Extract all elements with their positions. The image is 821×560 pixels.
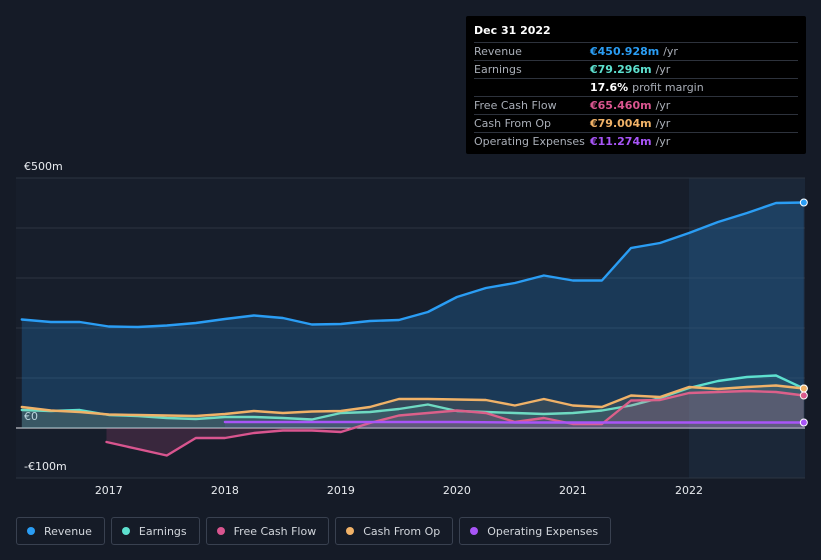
legend-item-cash-from-op[interactable]: Cash From Op <box>335 517 454 545</box>
legend-dot-icon <box>346 527 355 535</box>
line-cash-from-op <box>20 384 805 418</box>
area-revenue <box>21 202 804 428</box>
legend-label: Cash From Op <box>363 524 441 538</box>
tooltip-row-revenue: Revenue €450.928m /yr <box>474 44 798 61</box>
chart-tooltip: Dec 31 2022 Revenue €450.928m /yr Earnin… <box>466 16 806 154</box>
legend-dot-icon <box>27 527 35 535</box>
tooltip-unit: profit margin <box>632 81 704 94</box>
tooltip-value: €65.460m <box>590 99 652 112</box>
tooltip-row-operating-expenses: Operating Expenses €11.274m /yr <box>474 134 798 150</box>
legend-dot-icon <box>216 527 225 535</box>
line-free-cash-flow <box>105 389 805 457</box>
tooltip-date: Dec 31 2022 <box>474 24 798 43</box>
line-revenue <box>20 201 805 329</box>
tooltip-label: Earnings <box>474 63 522 76</box>
x-tick-label: 2019 <box>327 484 355 497</box>
legend-label: Free Cash Flow <box>233 524 317 538</box>
x-tick-label: 2018 <box>211 484 239 497</box>
endpoint-cash-from-op <box>799 384 808 393</box>
tooltip-value: 17.6% <box>590 81 629 94</box>
tooltip-row-profit-margin: 17.6% profit margin <box>474 80 798 97</box>
y-tick-label: €500m <box>24 160 63 173</box>
legend-item-free-cash-flow[interactable]: Free Cash Flow <box>205 517 330 545</box>
legend-item-operating-expenses[interactable]: Operating Expenses <box>459 517 612 545</box>
tooltip-value: €450.928m <box>590 45 660 58</box>
tooltip-unit: /yr <box>655 135 671 148</box>
legend-label: Operating Expenses <box>487 524 599 538</box>
tooltip-label: Cash From Op <box>474 117 552 130</box>
area-earnings <box>21 375 804 428</box>
tooltip-row-cash-from-op: Cash From Op €79.004m /yr <box>474 116 798 133</box>
x-tick-label: 2017 <box>95 484 123 497</box>
x-tick-label: 2020 <box>443 484 471 497</box>
tooltip-value: €79.296m <box>590 63 652 76</box>
line-operating-expenses <box>223 420 805 424</box>
tooltip-value: €79.004m <box>590 117 652 130</box>
tooltip-label: Free Cash Flow <box>474 99 557 112</box>
tooltip-unit: /yr <box>655 99 671 112</box>
tooltip-label <box>474 80 590 96</box>
area-free-cash-flow <box>106 391 804 456</box>
tooltip-unit: /yr <box>663 45 678 58</box>
tooltip-row-earnings: Earnings €79.296m /yr <box>474 62 798 79</box>
tooltip-label: Operating Expenses <box>474 135 585 148</box>
legend-label: Revenue <box>44 524 92 538</box>
legend-label: Earnings <box>138 524 187 538</box>
x-tick-label: 2021 <box>559 484 587 497</box>
x-tick-label: 2022 <box>675 484 703 497</box>
endpoint-revenue <box>799 198 808 207</box>
tooltip-value: €11.274m <box>590 135 652 148</box>
endpoint-operating-expenses <box>799 418 808 427</box>
tooltip-row-free-cash-flow: Free Cash Flow €65.460m /yr <box>474 98 798 115</box>
legend-dot-icon <box>470 527 479 535</box>
legend-dot-icon <box>121 527 130 535</box>
y-tick-label: -€100m <box>24 460 67 473</box>
area-cash-from-op <box>21 385 804 428</box>
tooltip-unit: /yr <box>655 63 671 76</box>
tooltip-unit: /yr <box>655 117 671 130</box>
chart-canvas: €500m €0 -€100m 2017 2018 2019 2020 2021 2022 <box>16 160 808 497</box>
legend-item-earnings[interactable]: Earnings <box>110 517 200 545</box>
tooltip-label: Revenue <box>474 45 522 58</box>
y-tick-label: €0 <box>24 410 38 423</box>
legend-item-revenue[interactable]: Revenue <box>16 517 105 545</box>
chart-legend: Revenue Earnings Free Cash Flow Cash Fro… <box>16 517 612 545</box>
